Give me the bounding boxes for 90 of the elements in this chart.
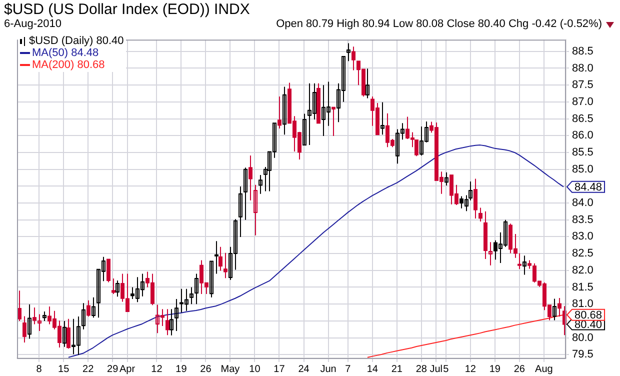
candlestick [66, 318, 70, 350]
candlestick [92, 296, 96, 318]
x-tick-label: 12 [464, 364, 476, 375]
y-tick-label: 82.5 [572, 248, 594, 260]
candlestick [214, 240, 218, 274]
candlestick [174, 298, 178, 332]
candlestick [366, 68, 370, 99]
y-tick-label: 85.5 [572, 146, 594, 159]
y-tick-label: 82.0 [572, 264, 594, 276]
candlestick [42, 311, 46, 322]
x-tick-label: 5 [443, 364, 450, 375]
candlestick [190, 286, 194, 305]
candlestick [166, 308, 170, 336]
candlestick [116, 280, 120, 298]
candlestick [28, 304, 32, 340]
candlestick [474, 178, 478, 220]
candlestick [218, 246, 222, 272]
x-tick-label: 14 [366, 364, 378, 375]
candlestick [522, 255, 526, 276]
candlestick [558, 298, 562, 318]
candlestick [248, 155, 252, 201]
candlestick [238, 186, 242, 238]
candlestick [302, 113, 306, 146]
candlestick [552, 298, 556, 321]
data-label: 80.68 [574, 309, 602, 322]
candlestick [518, 252, 522, 270]
x-tick-label: 19 [176, 364, 188, 375]
candlestick [444, 172, 448, 186]
candlestick [282, 86, 286, 136]
x-tick-label: 12 [151, 364, 163, 375]
x-tick-label: Apr [120, 364, 136, 375]
candlestick [352, 46, 356, 71]
x-tick-label: 28 [416, 364, 428, 375]
x-tick-label: Aug [535, 364, 553, 375]
candlestick [244, 167, 248, 220]
candlestick [278, 96, 282, 130]
candlestick [22, 316, 26, 343]
x-tick-label: May [220, 364, 240, 375]
data-label: 84.48 [574, 181, 602, 194]
text: 80.40 [574, 318, 602, 331]
x-tick-label: 17 [274, 364, 286, 375]
candlestick [478, 207, 482, 222]
chart-subtitle: 6-Aug-2010 [4, 18, 62, 30]
x-tick-label: 29 [107, 364, 119, 375]
chart-title: $USD (US Dollar Index (EOD)) INDX [4, 1, 250, 18]
candlestick [82, 302, 86, 330]
legend-label: $USD (Daily) 80.40 [29, 35, 124, 47]
y-tick-label: 83.0 [572, 230, 594, 243]
y-tick-label: 83.5 [572, 214, 594, 226]
y-tick-label: 86.5 [572, 112, 594, 125]
x-tick-label: 15 [58, 364, 70, 375]
candlestick [258, 174, 262, 194]
candlestick [112, 278, 116, 294]
y-tick-label: 81.5 [572, 281, 594, 294]
x-tick-label: 26 [514, 364, 526, 375]
x-tick-label: 21 [391, 364, 403, 375]
candlestick [254, 184, 258, 236]
x-tick-label: Jun [320, 364, 336, 375]
y-tick-label: 80.0 [572, 332, 594, 344]
x-tick-label: 22 [82, 364, 94, 375]
y-tick-label: 84.0 [572, 197, 594, 210]
candlestick [224, 252, 228, 279]
y-tick-label: 88.0 [572, 62, 594, 74]
candlestick [488, 242, 492, 266]
candlestick [62, 320, 66, 348]
y-tick-label: 81.0 [572, 298, 594, 310]
candlestick [86, 300, 90, 318]
x-tick-label: 24 [298, 364, 310, 375]
x-tick-label: 26 [200, 364, 212, 375]
candlestick [346, 42, 350, 62]
candlestick [106, 258, 110, 283]
x-tick-label: 10 [249, 364, 261, 375]
text: Open 80.79 High 80.94 Low 80.08 Close 80.40 Chg -0.42 (-0.52%) [276, 18, 602, 30]
y-tick-label: 88.5 [572, 45, 594, 58]
y-tick-label: 79.5 [572, 348, 594, 361]
legend-label: MA(50) 84.48 [32, 47, 99, 59]
y-tick-label: 86.0 [572, 130, 594, 142]
candlestick [380, 102, 384, 136]
y-tick-label: 87.0 [572, 96, 594, 108]
legend-label: MA(200) 80.68 [32, 59, 105, 71]
candlestick [170, 308, 174, 336]
candlestick [332, 106, 336, 136]
y-tick-label: 85.0 [572, 163, 594, 176]
x-tick-label: 8 [36, 364, 42, 375]
x-tick-label: Jul [430, 364, 442, 375]
candlestick [210, 260, 214, 298]
x-tick-label: 19 [489, 364, 501, 375]
y-tick-label: 87.5 [572, 79, 594, 92]
x-tick-label: 7 [345, 364, 352, 375]
candlestick [194, 273, 198, 305]
